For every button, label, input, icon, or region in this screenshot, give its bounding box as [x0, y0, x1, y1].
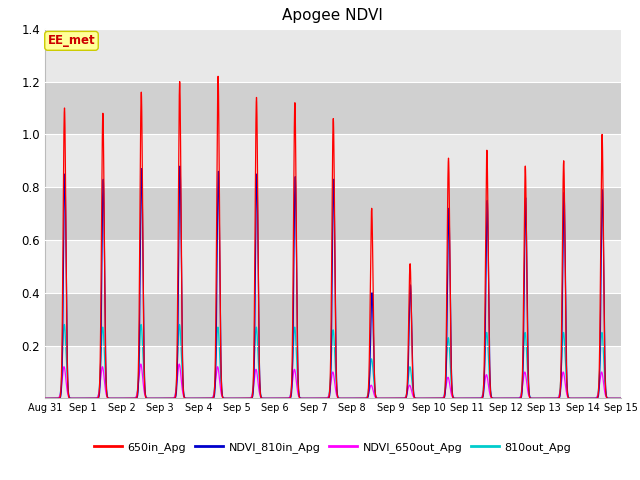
Bar [45, 187, 621, 240]
Bar [45, 29, 621, 82]
Bar [45, 293, 621, 346]
Legend: 650in_Apg, NDVI_810in_Apg, NDVI_650out_Apg, 810out_Apg: 650in_Apg, NDVI_810in_Apg, NDVI_650out_A… [90, 438, 576, 457]
Bar [45, 82, 621, 134]
Title: Apogee NDVI: Apogee NDVI [282, 9, 383, 24]
Bar [45, 134, 621, 187]
Bar [45, 240, 621, 293]
Text: EE_met: EE_met [48, 35, 95, 48]
Bar [45, 346, 621, 398]
